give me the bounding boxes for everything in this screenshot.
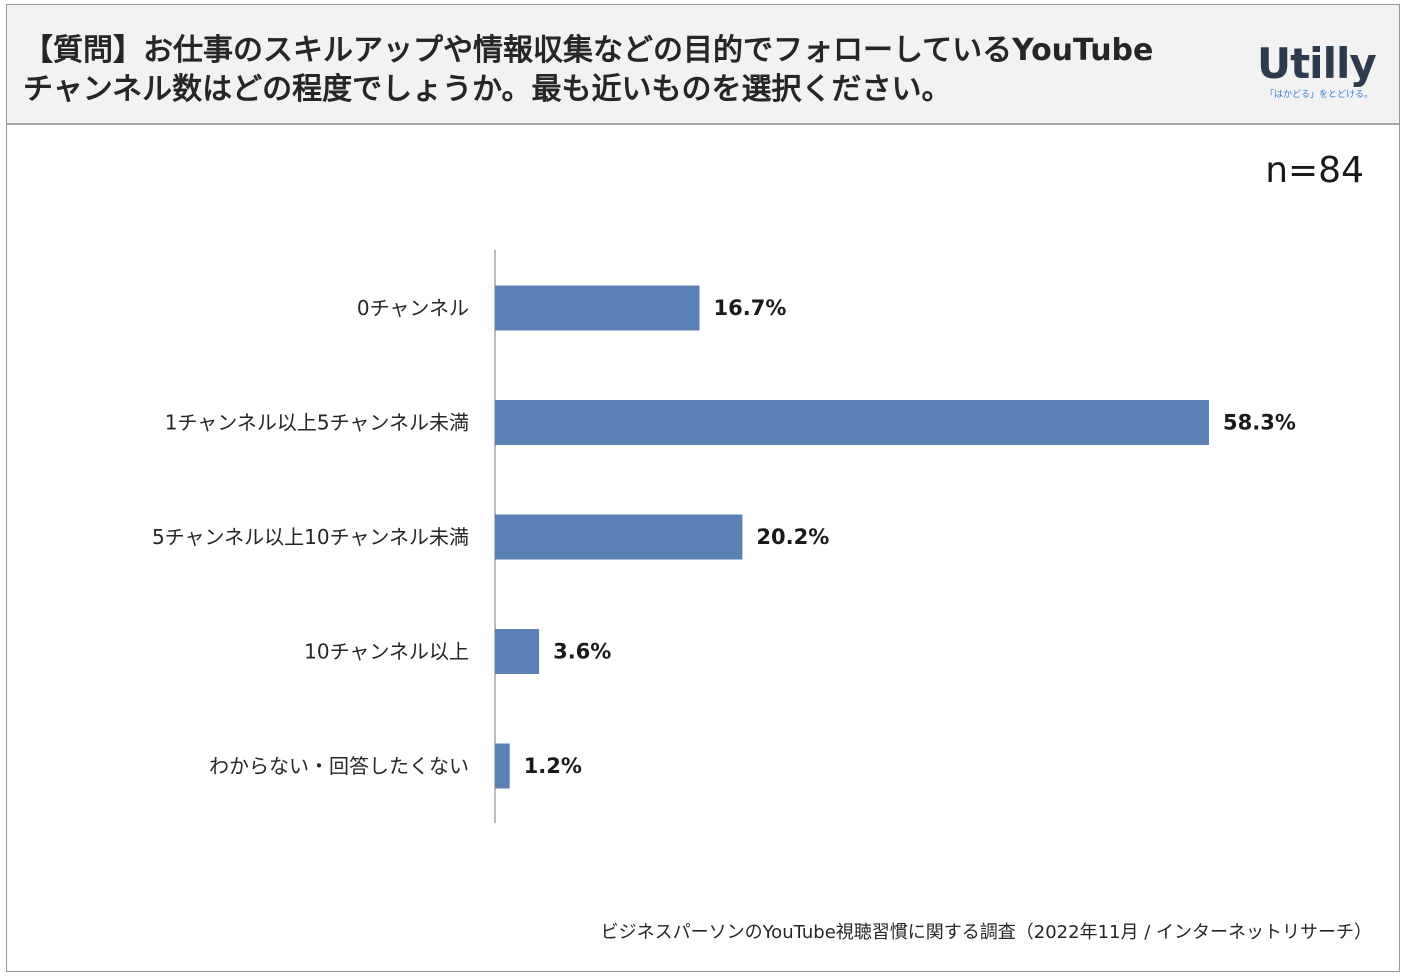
logo-wordmark: Utilly — [1257, 39, 1377, 88]
category-label: 0チャンネル — [357, 296, 469, 320]
value-label: 16.7% — [714, 296, 787, 320]
value-label: 3.6% — [553, 640, 611, 664]
value-label: 20.2% — [756, 525, 829, 549]
bar — [495, 400, 1209, 445]
category-label: 5チャンネル以上10チャンネル未満 — [152, 525, 469, 549]
logo-tagline: 「はかどる」をとどける。 — [1265, 90, 1374, 100]
bar — [495, 629, 540, 674]
page-title: 【質問】お仕事のスキルアップや情報収集などの目的でフォローしているYouTube… — [23, 31, 1223, 109]
value-label: 1.2% — [524, 754, 582, 778]
source-note: ビジネスパーソンのYouTube視聴習慣に関する調査（2022年11月 / イン… — [600, 922, 1372, 943]
header: 【質問】お仕事のスキルアップや情報収集などの目的でフォローしているYouTube… — [7, 5, 1399, 125]
category-label: 10チャンネル以上 — [304, 640, 469, 664]
bar — [495, 285, 700, 331]
category-label: わからない・回答したくない — [209, 754, 469, 778]
sample-size: n=84 — [1265, 150, 1364, 191]
bar — [495, 743, 510, 789]
chart-frame: 【質問】お仕事のスキルアップや情報収集などの目的でフォローしているYouTube… — [6, 4, 1400, 972]
title-line-2: チャンネル数はどの程度でしょうか。最も近いものを選択ください。 — [23, 72, 952, 107]
bar — [495, 514, 743, 560]
title-line-1: 【質問】お仕事のスキルアップや情報収集などの目的でフォローしているYouTube — [23, 33, 1154, 68]
category-label: 1チャンネル以上5チャンネル未満 — [165, 411, 469, 435]
brand-logo: Utilly 「はかどる」をとどける。 — [1247, 39, 1377, 109]
value-label: 58.3% — [1223, 411, 1296, 435]
